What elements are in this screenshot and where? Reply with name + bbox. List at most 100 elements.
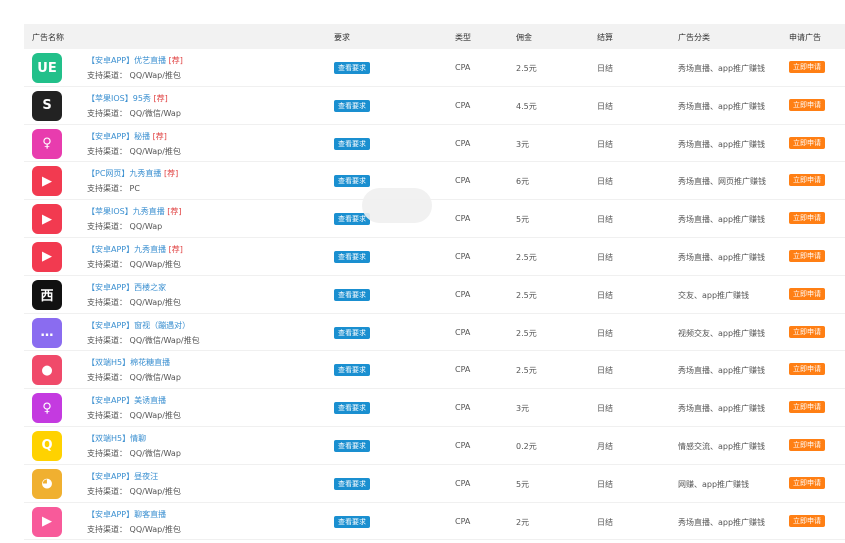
channel-value: QQ/微信/Wap [129,108,181,118]
ad-settlement: 日结 [597,290,613,300]
ad-commission: 2.5元 [516,290,537,300]
channel-value: QQ/微信/Wap/推包 [129,335,200,345]
ad-title: 美诱直播 [134,396,167,406]
ad-platform: 【安卓APP】 [87,396,135,406]
mibo-app-icon[interactable]: ♀ [32,128,62,159]
recommend-tag: [荐] [163,169,179,179]
ad-name-link[interactable]: 【安卓APP】优艺直播 [荐] [87,55,183,66]
ad-name-link[interactable]: 【双端H5】棉花糖直播 [87,357,170,368]
ad-channels: 支持渠道： QQ/Wap/推包 [87,146,181,157]
channel-label: 支持渠道： [87,486,127,496]
ue-app-icon[interactable]: UE [32,53,62,83]
ad-commission: 5元 [516,215,530,225]
apply-now-button[interactable]: 立即申请 [789,363,825,376]
apply-now-button[interactable]: 立即申请 [789,438,825,451]
header-apply: 申请广告 [789,33,821,42]
ad-name-link[interactable]: 【安卓APP】西楼之家 [87,282,166,293]
xilou-app-icon[interactable]: 西 [32,279,62,310]
ad-category: 秀场直播、网页推广赚钱 [678,177,766,187]
apply-now-button[interactable]: 立即申请 [789,476,825,489]
view-requirement-button[interactable]: 查看要求 [334,137,370,150]
channel-value: QQ/Wap [129,222,163,232]
ad-title: 九秀直播 [134,244,167,254]
ad-type: CPA [455,63,471,72]
header-requirement: 要求 [334,33,350,42]
apply-now-button[interactable]: 立即申请 [789,174,825,187]
ad-name-link[interactable]: 【安卓APP】昼夜汪 [87,471,158,482]
view-requirement-button[interactable]: 查看要求 [334,439,370,452]
jiuxiu-app-icon[interactable]: ▶ [32,204,62,235]
apply-now-button[interactable]: 立即申请 [789,287,825,300]
apply-now-button[interactable]: 立即申请 [789,249,825,262]
ad-name-link[interactable]: 【苹果IOS】95秀 [荐] [87,93,168,104]
view-requirement-button[interactable]: 查看要求 [334,515,370,528]
view-requirement-button[interactable]: 查看要求 [334,213,370,226]
view-requirement-button[interactable]: 查看要求 [334,288,370,301]
apply-now-button[interactable]: 立即申请 [789,401,825,414]
ad-channels: 支持渠道： QQ/Wap/推包 [87,259,181,270]
ad-category: 秀场直播、app推广赚钱 [678,366,766,376]
ad-commission: 6元 [516,177,530,187]
ad-platform: 【安卓APP】 [87,471,135,481]
ad-name-link[interactable]: 【安卓APP】美诱直播 [87,395,166,406]
ad-name-link[interactable]: 【安卓APP】聊客直播 [87,509,166,520]
jiuxiu-app-icon[interactable]: ▶ [32,241,62,272]
apply-now-button[interactable]: 立即申请 [789,514,825,527]
ad-name-link[interactable]: 【安卓APP】九秀直播 [荐] [87,244,183,255]
header-category: 广告分类 [678,33,710,42]
ad-name-link[interactable]: 【苹果IOS】九秀直播 [荐] [87,206,182,217]
apply-now-button[interactable]: 立即申请 [789,136,825,149]
ad-platform: 【双端H5】 [87,433,131,443]
channel-value: QQ/Wap/推包 [129,259,181,269]
mianhuatang-app-icon[interactable]: ● [32,355,62,386]
jiuxiu-app-icon[interactable]: ▶ [32,166,62,197]
ad-title: 秘播 [134,131,151,141]
ad-name-link[interactable]: 【安卓APP】秘播 [荐] [87,131,167,142]
channel-label: 支持渠道： [87,108,127,118]
ad-title: 昼夜汪 [134,471,159,481]
meiyou-app-icon[interactable]: ♀ [32,393,62,424]
ad-type: CPA [455,176,471,186]
channel-label: 支持渠道： [87,335,127,345]
view-requirement-button[interactable]: 查看要求 [334,99,370,112]
ad-name-link[interactable]: 【安卓APP】窗视（蹦遇对） [87,320,190,331]
ad-title: 九秀直播 [132,207,165,217]
channel-value: PC [129,184,140,194]
view-requirement-button[interactable]: 查看要求 [334,250,370,263]
chat-app-icon[interactable]: … [32,317,62,348]
ad-category: 网赚、app推广赚钱 [678,479,750,489]
ad-settlement: 日结 [597,101,613,111]
view-requirement-button[interactable]: 查看要求 [334,175,370,188]
apply-now-button[interactable]: 立即申请 [789,61,825,73]
apply-now-button[interactable]: 立即申请 [789,212,825,225]
view-requirement-button[interactable]: 查看要求 [334,62,370,74]
view-requirement-button[interactable]: 查看要求 [334,477,370,490]
channel-label: 支持渠道： [87,184,127,194]
95xiu-app-icon[interactable]: S [32,90,62,121]
ad-channels: 支持渠道： QQ/Wap/推包 [87,486,181,497]
table-row: S 【苹果IOS】95秀 [荐] 支持渠道： QQ/微信/Wap 查看要求 CP… [24,87,845,125]
ad-category: 秀场直播、app推广赚钱 [678,404,766,414]
ad-commission: 3元 [516,139,530,149]
view-requirement-button[interactable]: 查看要求 [334,364,370,377]
ad-title: 西楼之家 [134,282,167,292]
view-requirement-button[interactable]: 查看要求 [334,326,370,339]
ad-name-link[interactable]: 【双端H5】情聊 [87,433,146,444]
liaoke-app-icon[interactable]: ▶ [32,506,62,537]
view-requirement-button[interactable]: 查看要求 [334,402,370,415]
ad-category: 视频交友、app推广赚钱 [678,328,766,338]
header-name: 广告名称 [32,33,64,42]
ad-channels: 支持渠道： QQ/微信/Wap [87,448,181,459]
ad-type: CPA [455,214,471,224]
apply-now-button[interactable]: 立即申请 [789,325,825,338]
table-row: ▶ 【苹果IOS】九秀直播 [荐] 支持渠道： QQ/Wap 查看要求 CPA … [24,200,845,238]
ad-settlement: 日结 [597,328,613,338]
qingliao-app-icon[interactable]: Q [32,430,62,461]
ad-name-link[interactable]: 【PC网页】九秀直播 [荐] [87,168,178,179]
dog-app-icon[interactable]: ◕ [32,468,62,499]
header-type: 类型 [455,33,471,42]
table-row: ▶ 【安卓APP】九秀直播 [荐] 支持渠道： QQ/Wap/推包 查看要求 C… [24,238,845,276]
channel-value: QQ/微信/Wap [129,448,181,458]
ad-commission: 2.5元 [516,366,537,376]
apply-now-button[interactable]: 立即申请 [789,98,825,111]
